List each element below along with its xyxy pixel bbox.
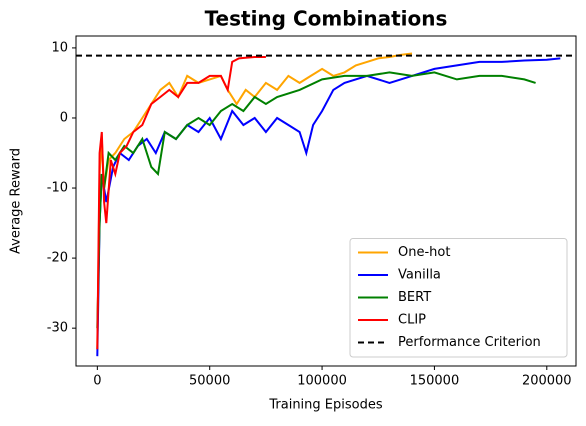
series-line bbox=[96, 56, 266, 350]
y-axis-label: Average Reward bbox=[9, 148, 24, 254]
legend-label: Performance Criterion bbox=[398, 335, 541, 350]
x-axis-label: Training Episodes bbox=[268, 398, 382, 413]
y-tick-label: 0 bbox=[60, 110, 68, 125]
x-tick-label: 200000 bbox=[522, 374, 572, 389]
y-tick-label: -20 bbox=[47, 251, 68, 266]
chart-title: Testing Combinations bbox=[205, 7, 448, 31]
y-tick-label: -10 bbox=[47, 181, 68, 196]
legend-box bbox=[349, 238, 568, 358]
x-tick-label: 150000 bbox=[410, 374, 460, 389]
y-tick-label: -30 bbox=[47, 321, 68, 336]
legend-label: BERT bbox=[398, 290, 431, 305]
y-tick-label: 10 bbox=[51, 40, 68, 55]
series-line bbox=[96, 57, 561, 357]
legend-label: Vanilla bbox=[398, 268, 441, 283]
plot-frame bbox=[75, 35, 577, 367]
x-tick-label: 50000 bbox=[189, 374, 230, 389]
x-tick-label: 0 bbox=[93, 374, 101, 389]
legend-label: CLIP bbox=[398, 313, 426, 328]
x-tick-label: 100000 bbox=[297, 374, 347, 389]
legend-label: One-hot bbox=[398, 245, 450, 260]
